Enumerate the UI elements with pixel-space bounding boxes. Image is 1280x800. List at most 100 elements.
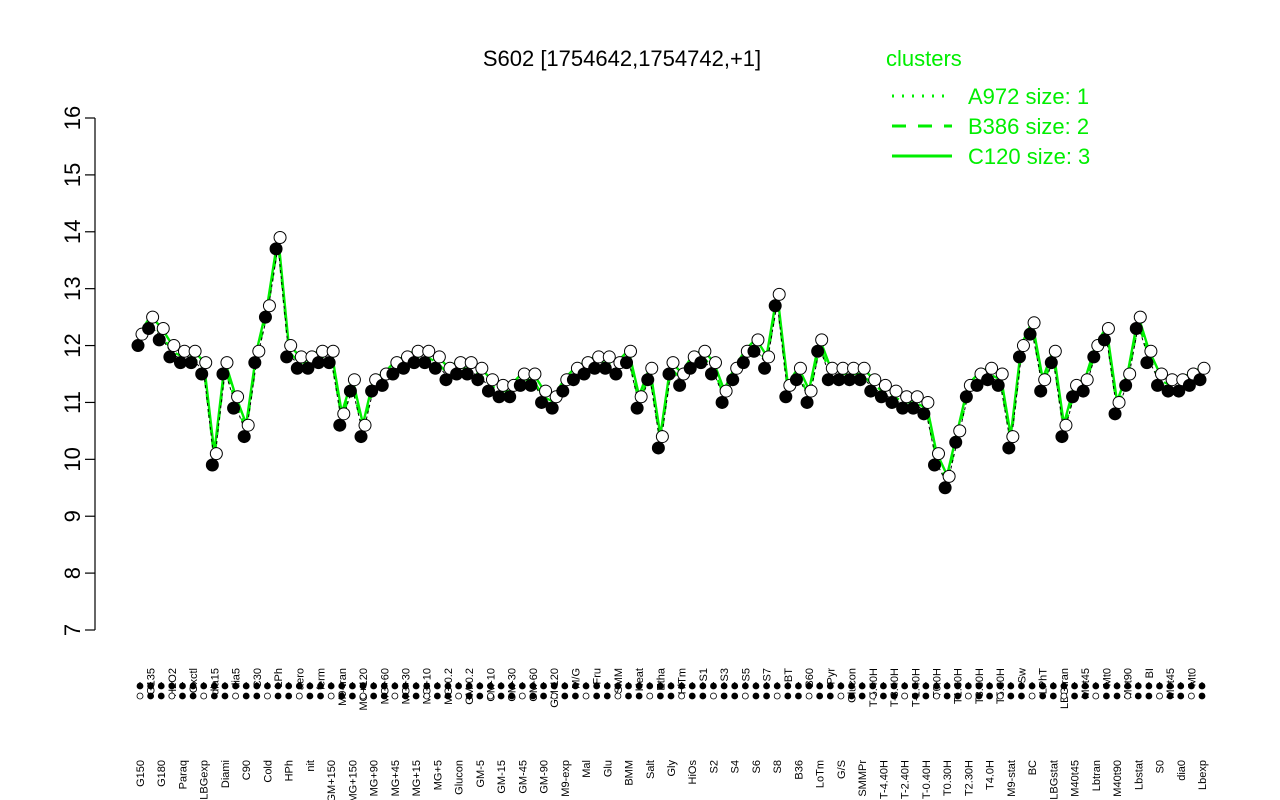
x-strip-marker <box>880 682 887 690</box>
x-tick-label: S4 <box>730 760 742 773</box>
x-strip-marker <box>1028 692 1036 700</box>
data-point <box>985 361 999 375</box>
x-strip-marker <box>837 682 845 690</box>
x-strip-marker <box>848 692 855 700</box>
data-point <box>152 333 166 347</box>
data-point <box>556 384 570 398</box>
x-strip-marker <box>497 692 505 700</box>
x-strip-marker <box>1092 692 1100 700</box>
x-tick-label: Mt0 <box>1101 668 1113 686</box>
x-strip-marker <box>656 692 664 700</box>
x-strip-marker <box>1071 692 1078 700</box>
x-strip-marker <box>253 692 261 700</box>
x-strip-marker <box>816 682 824 690</box>
data-point <box>1012 350 1026 364</box>
x-strip-marker <box>1060 692 1068 700</box>
x-strip-marker <box>572 692 579 700</box>
data-point <box>1144 344 1158 358</box>
data-point <box>1044 356 1058 370</box>
x-tick-label: M9-exp <box>560 760 572 797</box>
x-strip-marker <box>1103 682 1110 690</box>
x-strip-marker <box>391 692 399 700</box>
x-tick-label: BT <box>783 668 795 682</box>
chart-title: S602 [1754642,1754742,+1] <box>483 46 761 71</box>
x-strip-marker <box>147 682 155 690</box>
data-point <box>284 339 298 353</box>
x-tick-label: GM-90 <box>539 760 551 794</box>
x-tick-label: HiOs <box>687 760 699 785</box>
x-tick-label: LBGstat <box>1048 760 1060 800</box>
data-point <box>959 390 973 404</box>
data-point <box>811 344 825 358</box>
x-strip-marker <box>635 682 643 690</box>
data-point <box>789 373 803 387</box>
x-strip-marker <box>157 682 165 690</box>
x-strip-marker <box>699 682 707 690</box>
data-point <box>375 378 389 392</box>
x-strip-marker <box>529 692 537 700</box>
x-tick-label: LPh <box>273 668 285 688</box>
x-axis: G150 G135 G180 H2O2 Paraq Oxctl LBGexp dia15 Dia… <box>135 667 1209 800</box>
x-strip-marker <box>773 682 781 690</box>
x-tick-label: C90 <box>241 760 253 780</box>
x-tick-label: Lbstat <box>1133 760 1145 790</box>
x-strip-marker <box>646 682 654 690</box>
x-strip-marker <box>1018 682 1025 690</box>
data-point <box>333 418 347 432</box>
x-tick-label: G/S <box>836 760 848 779</box>
x-strip-marker <box>880 692 887 700</box>
x-strip-marker <box>614 682 622 690</box>
x-tick-label: Salt <box>645 760 657 779</box>
x-strip-marker <box>890 682 898 690</box>
data-point <box>354 430 368 444</box>
x-tick-label: S0 <box>1155 760 1167 773</box>
data-point <box>758 361 772 375</box>
data-point <box>804 384 818 398</box>
x-strip-marker <box>763 682 770 690</box>
data-point <box>237 430 251 444</box>
x-strip-marker <box>901 692 909 700</box>
data-point <box>163 350 177 364</box>
x-strip-marker <box>625 692 632 700</box>
x-strip-marker <box>784 682 792 690</box>
x-strip-marker <box>423 682 431 690</box>
x-tick-label: Mt0 <box>1186 668 1198 686</box>
x-strip-marker <box>380 682 388 690</box>
data-point <box>1193 373 1207 387</box>
x-strip-marker <box>465 682 473 690</box>
x-tick-label: HPh <box>284 760 296 781</box>
x-strip-marker <box>773 692 781 700</box>
data-point <box>322 356 336 370</box>
x-strip-marker <box>954 692 962 700</box>
x-strip-marker <box>837 692 845 700</box>
x-strip-marker <box>741 682 749 690</box>
data-point <box>216 367 230 381</box>
x-tick-label: nit <box>305 760 317 772</box>
x-strip-marker <box>179 692 186 700</box>
x-strip-marker <box>561 692 569 700</box>
x-strip-marker <box>943 692 951 700</box>
data-point <box>280 350 294 364</box>
x-tick-label: S1 <box>698 668 710 681</box>
data-point <box>981 373 995 387</box>
x-strip-marker <box>444 692 452 700</box>
data-point <box>815 333 829 347</box>
data-point <box>666 356 680 370</box>
x-strip-marker <box>603 682 611 690</box>
x-strip-marker <box>359 692 367 700</box>
x-strip-marker <box>550 682 558 690</box>
data-point <box>142 321 156 335</box>
x-strip-marker <box>688 682 696 690</box>
data-point <box>432 350 446 364</box>
x-tick-label: MG+5 <box>432 760 444 790</box>
x-strip-marker <box>264 692 271 700</box>
x-strip-marker <box>795 682 802 690</box>
data-point <box>762 350 776 364</box>
x-strip-marker <box>487 692 494 700</box>
x-strip-marker <box>338 692 346 700</box>
y-tick-label: 15 <box>60 163 85 187</box>
x-tick-label: MG+90 <box>369 760 381 796</box>
y-tick-label: 10 <box>60 447 85 471</box>
data-point <box>747 344 761 358</box>
